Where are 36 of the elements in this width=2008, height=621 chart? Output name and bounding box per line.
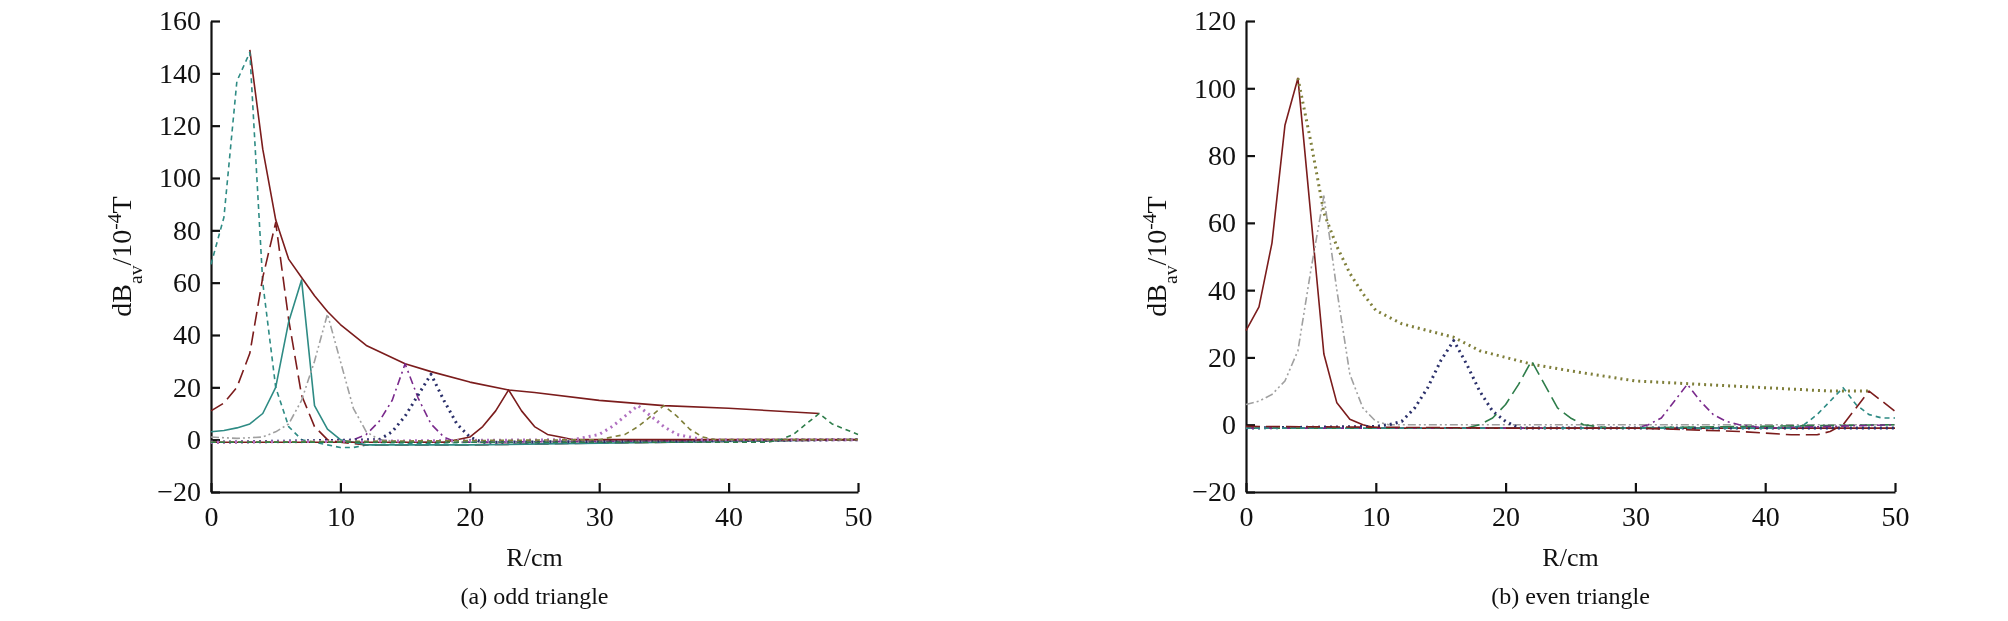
- x-tick-label: 20: [456, 500, 485, 532]
- y-tick-label: 20: [1208, 341, 1236, 373]
- y-tick-label: 120: [159, 110, 201, 142]
- x-tick-label: 10: [326, 500, 355, 532]
- x-axis-title: R/cm: [1542, 543, 1599, 572]
- y-tick-label: 80: [1208, 140, 1236, 172]
- y-tick-label: 60: [1208, 207, 1236, 239]
- y-tick-label: −20: [1192, 476, 1236, 508]
- y-tick-label: 100: [159, 162, 201, 194]
- y-tick-label: 40: [173, 319, 201, 351]
- y-tick-label: 0: [1222, 409, 1236, 441]
- y-tick-label: −20: [157, 476, 201, 508]
- y-tick-label: 160: [159, 5, 201, 37]
- x-tick-label: 50: [1881, 500, 1910, 532]
- text: (b) even triangle: [1491, 583, 1650, 609]
- y-tick-label: 20: [173, 371, 201, 403]
- y-tick-label: 140: [159, 57, 201, 89]
- y-tick-label: 40: [1208, 274, 1236, 306]
- x-tick-label: 30: [585, 500, 614, 532]
- line-series: [1244, 339, 1897, 430]
- y-tick-label: 80: [173, 214, 201, 246]
- x-tick-label: 50: [844, 500, 873, 532]
- x-tick-label: 40: [715, 500, 744, 532]
- x-axis-title: R/cm: [506, 543, 563, 572]
- text: (a) odd triangle: [460, 583, 609, 609]
- y-tick-label: 0: [187, 424, 201, 456]
- x-tick-label: 10: [1362, 500, 1391, 532]
- x-tick-label: 30: [1621, 500, 1650, 532]
- y-tick-label: 120: [1194, 5, 1236, 37]
- x-tick-label: 20: [1492, 500, 1521, 532]
- x-tick-label: 40: [1751, 500, 1780, 532]
- y-tick-label: 60: [173, 267, 201, 299]
- line-series: [1245, 195, 1896, 426]
- line-series: [1296, 76, 1871, 393]
- y-tick-label: 100: [1194, 72, 1236, 104]
- line-series: [210, 412, 859, 444]
